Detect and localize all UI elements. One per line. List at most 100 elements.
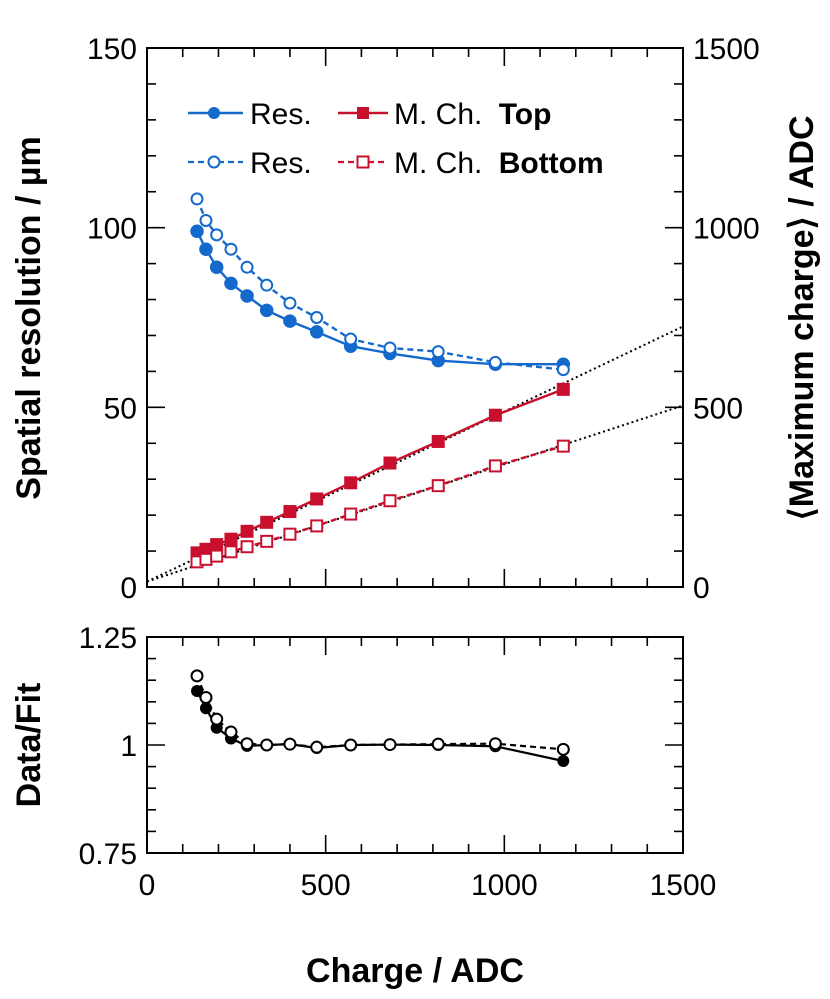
y-tick-label-right: 1500 [693,33,760,66]
legend-top-tag: Top [499,98,552,131]
legend-mch-bottom-label: M. Ch. Bottom [394,147,604,180]
data-point [240,289,254,303]
data-point [210,538,224,552]
fit-line [147,404,683,583]
data-point [488,459,502,473]
ratio-point [310,740,324,754]
x-tick-label: 1500 [650,869,717,902]
legend-mch-bottom-name: M. Ch. [394,147,482,180]
ratio-point [190,669,204,683]
data-point [260,534,274,548]
data-point [310,311,324,324]
data-point [383,456,397,470]
data-point [224,532,238,546]
ratio-point [383,738,397,752]
ratio-point [224,725,238,739]
data-point [488,408,502,422]
data-point [556,363,570,377]
data-point [240,540,254,554]
y-tick-label: 1.25 [79,622,137,655]
ratio-point [210,712,224,726]
legend-res-top-label: Res. [250,98,312,131]
legend-res-bottom-label: Res. [250,147,312,180]
legend-mch-top-marker [357,107,369,119]
y-axis-title-ratio: Data/Fit [10,683,48,808]
ratio-point [283,737,297,751]
data-point [199,242,213,256]
data-point [310,519,324,533]
data-point [240,260,254,274]
legend-bottom-tag: Bottom [499,147,604,180]
ratio-point [191,685,204,697]
data-point [310,492,324,506]
y-axis-title-right: ⟨Maximum charge⟩ / ADC [783,115,821,520]
x-tick-label: 1000 [471,869,538,902]
y-tick-label-right: 0 [693,572,710,605]
data-point [309,325,324,339]
data-point [344,507,358,521]
x-tick-label: 500 [301,869,351,902]
y-tick-label: 50 [104,392,137,425]
data-point [283,296,297,310]
top-frame [146,47,684,588]
y-tick-label: 1 [120,730,137,763]
data-point [431,479,445,493]
ratio-point [431,737,445,751]
legend-mch-bottom-marker [356,155,370,169]
data-point [210,549,224,563]
ratio-point [240,737,254,751]
data-point [259,303,274,318]
y-tick-label-right: 1000 [693,213,760,246]
data-point [210,228,224,242]
data-point [190,192,204,206]
data-point [190,224,204,239]
data-point [431,345,445,359]
legend: Res. M. Ch. Top Res. M. Ch. Bottom [188,98,604,180]
legend-row-bottom: Res. M. Ch. Bottom [188,147,604,180]
y-axis-title-left: Spatial resolution / µm [10,136,48,499]
y-tick-label-right: 500 [693,392,743,425]
top-plot-area [147,192,683,583]
data-point [224,545,238,559]
data-point [224,276,238,291]
legend-row-top: Res. M. Ch. Top [188,98,551,131]
data-point [556,382,570,396]
data-point [344,332,358,346]
ratio-line-0 [196,690,564,763]
data-point [199,552,213,566]
ratio-line-1 [195,675,564,751]
ratio-point [199,690,213,704]
ratio-point [488,737,502,751]
ratio-point [344,738,358,752]
data-point [556,439,570,453]
bottom-plot-area [190,669,570,767]
data-point [383,494,397,508]
legend-mch-top-name: M. Ch. [394,98,482,131]
legend-res-top-marker [208,107,220,119]
y-tick-label: 0.75 [79,838,137,871]
series-line-1 [195,198,564,371]
data-point [199,213,213,227]
data-point [283,505,297,519]
data-point [431,434,445,448]
legend-mch-top-label: M. Ch. Top [394,98,551,131]
data-point [383,341,397,355]
y-tick-label: 100 [87,213,137,246]
data-point [283,314,297,328]
data-point [344,476,358,490]
y-tick-label: 0 [120,572,137,605]
ratio-point [556,742,570,756]
data-point [240,524,254,538]
fit-line [147,325,683,583]
data-point [209,260,224,274]
ratio-point [557,754,570,767]
y-tick-label: 150 [87,33,137,66]
data-point [488,355,502,369]
x-axis-title: Charge / ADC [306,952,524,990]
data-point [224,242,238,256]
legend-res-bottom-marker [207,155,221,169]
data-point [260,278,274,292]
x-tick-label: 0 [139,869,156,902]
